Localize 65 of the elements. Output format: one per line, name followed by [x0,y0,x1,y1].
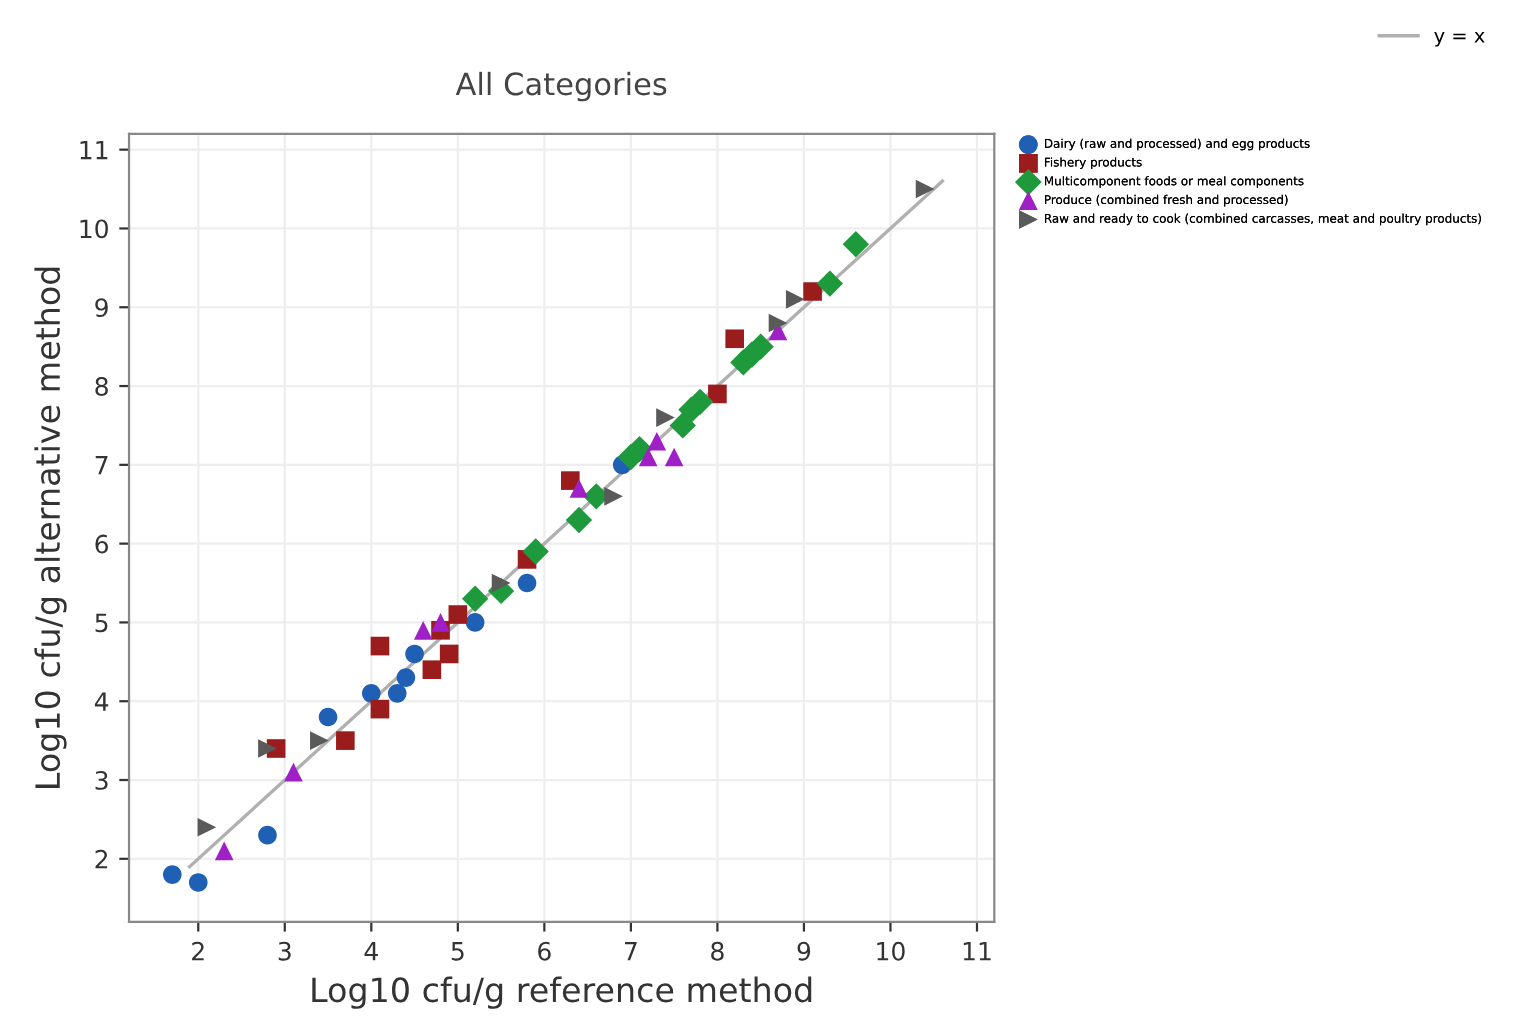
point [803,282,822,301]
point [565,506,593,534]
point [284,762,303,782]
x-tick-label: 10 [877,941,905,961]
point [708,384,727,404]
point [162,865,182,884]
point [310,731,329,750]
x-tick-label: 8 [711,941,724,961]
y-tick-label: 8 [95,376,108,396]
legend-label: y = x [1434,31,1485,47]
x-tick-label: 11 [963,942,991,961]
y-tick-label: 7 [95,456,108,475]
point [669,412,696,439]
x-tick-label: 4 [364,942,378,961]
point [318,707,338,727]
point [336,731,355,750]
x-tick-label: 2 [192,941,204,961]
y-tick-label: 5 [95,613,108,633]
point [522,538,549,565]
point [422,660,442,680]
y-tick-label: 3 [95,770,108,790]
point [647,431,667,451]
point [197,817,217,837]
point [370,699,390,719]
x-tick-label: 5 [451,942,464,961]
point [725,329,745,349]
y-tick-label: 9 [95,298,108,318]
point [768,313,788,333]
y-tick-label: 6 [95,534,109,554]
point [396,668,416,687]
point [785,290,805,309]
point [738,341,766,368]
point [604,487,623,506]
point [413,620,433,640]
x-tick-label: 7 [624,942,637,961]
x-tick-label: 6 [538,941,551,961]
point [387,684,407,703]
point [361,684,381,703]
y-tick-label: 11 [80,140,108,160]
x-tick-label: 3 [278,941,291,961]
y-tick-label: 2 [95,849,108,869]
x-axis-title: Log10 cfu/g reference method [312,976,812,1009]
point [915,179,935,199]
point [258,739,277,758]
point [214,841,234,861]
point [461,585,489,612]
point [431,613,450,632]
y-tick-label: 10 [80,219,108,239]
point [439,644,459,664]
y-tick-label: 4 [94,692,109,711]
point [517,573,537,593]
chart-title: All Categories [455,71,667,102]
point [664,447,684,467]
point [816,270,844,297]
point [258,825,277,845]
point [188,873,208,892]
point [448,605,468,624]
point [842,231,870,258]
point [569,479,589,498]
point [656,408,675,427]
point [465,613,485,632]
point [370,636,390,656]
y-axis-title: Log10 cfu/g alternative method [34,267,67,788]
x-tick-label: 9 [797,941,811,961]
point [405,644,424,664]
